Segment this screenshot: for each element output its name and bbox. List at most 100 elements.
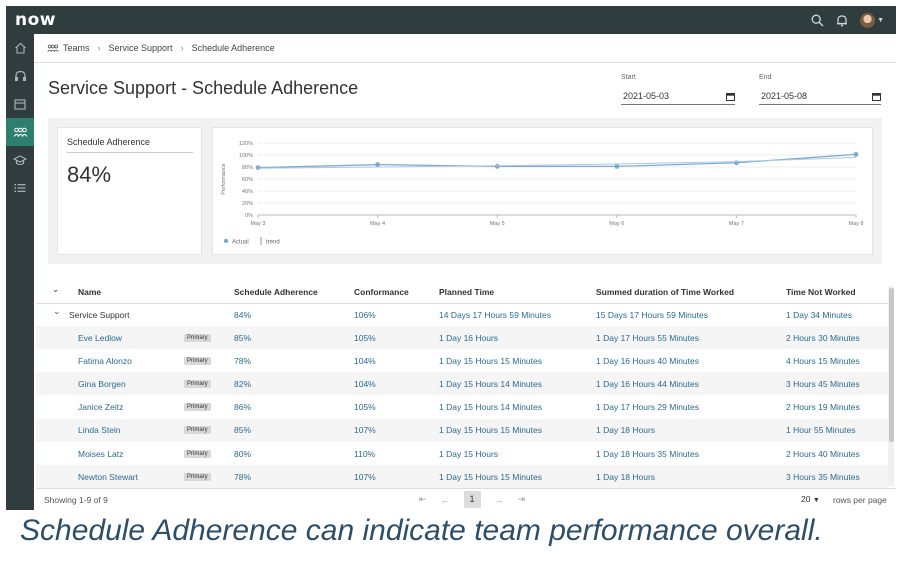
end-date-input[interactable]: 2021-05-08 <box>759 88 881 105</box>
cell-not-worked[interactable]: 3 Hours 45 Minutes <box>786 378 860 389</box>
cell-planned[interactable]: 1 Day 15 Hours 15 Minutes <box>439 425 542 436</box>
cell-planned[interactable]: 1 Day 15 Hours 14 Minutes <box>439 378 542 389</box>
col-planned[interactable]: Planned Time <box>439 286 495 297</box>
team-icon <box>13 127 27 137</box>
cell-worked[interactable]: 1 Day 16 Hours 40 Minutes <box>596 355 699 366</box>
legend-marker-actual <box>223 238 229 244</box>
scrollbar-thumb[interactable] <box>889 288 894 442</box>
rows-per-page-label: rows per page <box>833 495 887 505</box>
last-page-icon[interactable]: ⇥ <box>517 494 526 504</box>
cell-name[interactable]: Linda Stein <box>78 425 121 436</box>
table-row[interactable]: Gina Borgen 82% 104% 1 Day 15 Hours 14 Minu… <box>36 372 888 396</box>
search-icon[interactable] <box>811 14 824 27</box>
y-tick-label: 100% <box>239 153 253 159</box>
nav-list[interactable] <box>6 174 34 202</box>
cell-not-worked[interactable]: 1 Hour 55 Minutes <box>786 425 856 436</box>
breadcrumb-service-support[interactable]: Service Support <box>108 43 173 53</box>
group-conformance[interactable]: 106% <box>354 309 376 320</box>
cell-planned[interactable]: 1 Day 15 Hours <box>439 448 499 459</box>
col-worked[interactable]: Summed duration of Time Worked <box>596 286 735 297</box>
cell-name[interactable]: Eve Ledlow <box>78 332 122 343</box>
cell-not-worked[interactable]: 4 Hours 15 Minutes <box>786 355 860 366</box>
table-row[interactable]: Moises Latz 80% 110% 1 Day 15 Hours 1 Day 18… <box>36 442 888 465</box>
cell-worked[interactable]: 1 Day 17 Hours 55 Minutes <box>596 332 699 343</box>
nav-home[interactable] <box>6 34 34 62</box>
col-conformance[interactable]: Conformance <box>354 286 409 297</box>
cell-not-worked[interactable]: 2 Hours 19 Minutes <box>786 402 860 413</box>
breadcrumb: Teams › Service Support › Schedule Adher… <box>34 34 896 63</box>
start-date-input[interactable]: 2021-05-03 <box>621 88 735 105</box>
cell-worked[interactable]: 1 Day 17 Hours 29 Minutes <box>596 402 699 413</box>
nav-teams[interactable] <box>6 118 34 146</box>
col-name[interactable]: Name <box>78 286 102 297</box>
prev-page-icon[interactable]: ← <box>440 494 450 505</box>
cell-planned[interactable]: 1 Day 15 Hours 14 Minutes <box>439 402 542 413</box>
y-axis-label: Performance <box>221 163 227 195</box>
group-name: Service Support <box>69 309 130 320</box>
cell-worked[interactable]: 1 Day 18 Hours <box>596 425 656 436</box>
calendar-icon[interactable] <box>726 92 735 101</box>
group-not-worked[interactable]: 1 Day 34 Minutes <box>786 309 853 320</box>
table-row[interactable]: Newton Stewart 78% 107% 1 Day 15 Hours 15 M… <box>36 465 888 488</box>
cell-name[interactable]: Moises Latz <box>78 448 124 459</box>
cell-conformance[interactable]: 107% <box>354 471 376 482</box>
current-page[interactable]: 1 <box>463 491 481 508</box>
chevron-down-icon[interactable]: ⌄ <box>52 284 60 294</box>
first-page-icon[interactable]: ⇤ <box>419 494 427 504</box>
calendar-icon[interactable] <box>872 92 881 101</box>
breadcrumb-teams[interactable]: Teams <box>63 43 90 53</box>
cell-planned[interactable]: 1 Day 15 Hours 15 Minutes <box>439 355 542 366</box>
nav-calendar[interactable] <box>6 90 34 118</box>
cell-conformance[interactable]: 110% <box>354 448 376 459</box>
group-planned[interactable]: 14 Days 17 Hours 59 Minutes <box>439 309 551 320</box>
cell-adherence: 85% <box>234 425 252 436</box>
cell-not-worked[interactable]: 2 Hours 40 Minutes <box>786 448 860 459</box>
x-tick-label: May 4 <box>370 221 385 227</box>
cell-name[interactable]: Gina Borgen <box>78 378 126 389</box>
primary-badge: Primary <box>184 356 211 365</box>
table-header: ⌄ Name Schedule Adherence Conformance Pl… <box>36 280 888 304</box>
avatar[interactable] <box>860 12 876 28</box>
table-row[interactable]: Linda Stein 85% 107% 1 Day 15 Hours 15 Minu… <box>36 418 888 442</box>
showing-count: Showing 1-9 of 9 <box>44 495 108 505</box>
col-adherence[interactable]: Schedule Adherence <box>234 286 318 297</box>
table-row[interactable]: Eve Ledlow 85% 105% 1 Day 16 Hours 1 Day 17 … <box>36 326 888 349</box>
cell-conformance[interactable]: 104% <box>354 355 376 366</box>
start-date-label: Start <box>621 74 636 81</box>
group-row[interactable]: ⌄ Service Support 84% 106% 14 Days 17 Ho… <box>36 303 888 326</box>
cell-name[interactable]: Newton Stewart <box>78 471 138 482</box>
group-worked[interactable]: 15 Days 17 Hours 59 Minutes <box>596 309 708 320</box>
x-tick-label: May 5 <box>490 221 505 227</box>
headset-icon <box>14 70 26 81</box>
cell-planned[interactable]: 1 Day 15 Hours 15 Minutes <box>439 471 542 482</box>
nav-learning[interactable] <box>6 146 34 174</box>
cell-name[interactable]: Janice Zeitz <box>78 402 124 413</box>
bell-icon[interactable] <box>836 14 848 27</box>
schedule-adherence-label: Schedule Adherence <box>67 137 193 153</box>
cell-planned[interactable]: 1 Day 16 Hours <box>439 332 499 343</box>
cell-conformance[interactable]: 104% <box>354 378 376 389</box>
col-not-worked[interactable]: Time Not Worked <box>786 286 856 297</box>
end-date-field: End 2021-05-08 <box>759 74 881 105</box>
logo[interactable]: now <box>15 10 56 30</box>
cell-not-worked[interactable]: 2 Hours 30 Minutes <box>786 332 860 343</box>
cell-worked[interactable]: 1 Day 18 Hours 35 Minutes <box>596 448 699 459</box>
cell-worked[interactable]: 1 Day 16 Hours 44 Minutes <box>596 378 699 389</box>
chevron-down-icon[interactable]: ▼ <box>877 16 884 24</box>
y-tick-label: 0% <box>245 213 253 219</box>
page-size-select[interactable]: 20 ▼ <box>801 494 820 504</box>
cell-name[interactable]: Fatima Alonzo <box>78 355 132 366</box>
table-row[interactable]: Janice Zeitz 86% 105% 1 Day 15 Hours 14 Min… <box>36 396 888 419</box>
cell-conformance[interactable]: 105% <box>354 332 376 343</box>
chevron-down-icon[interactable]: ⌄ <box>53 306 61 316</box>
cell-conformance[interactable]: 107% <box>354 425 376 436</box>
cell-worked[interactable]: 1 Day 18 Hours <box>596 471 656 482</box>
table-row[interactable]: Fatima Alonzo 78% 104% 1 Day 15 Hours 15 Mi… <box>36 349 888 372</box>
nav-support[interactable] <box>6 62 34 90</box>
data-point <box>375 162 380 167</box>
cell-not-worked[interactable]: 3 Hours 35 Minutes <box>786 471 860 482</box>
next-page-icon[interactable]: → <box>494 494 504 505</box>
cell-conformance[interactable]: 105% <box>354 402 376 413</box>
primary-badge: Primary <box>184 449 211 458</box>
schedule-adherence-card: Schedule Adherence 84% <box>57 127 202 255</box>
